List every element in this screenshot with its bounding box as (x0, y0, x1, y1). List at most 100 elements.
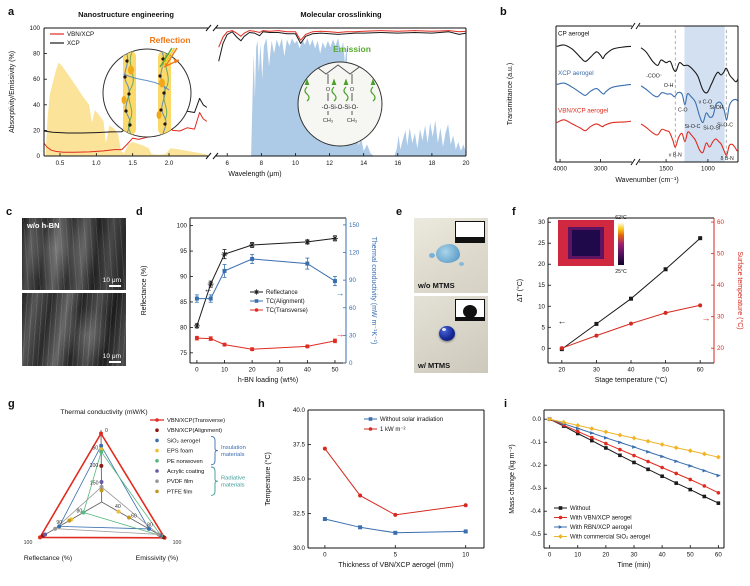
svg-text:Insulation: Insulation (221, 445, 246, 451)
panel-label-g: g (8, 398, 15, 410)
svg-text:1 kW m⁻²: 1 kW m⁻² (380, 427, 406, 433)
panel-g-radar-chart: 0 50 100 150 100 90 80 100 80 60 40 Thermal conduct… (24, 409, 246, 562)
svg-text:30: 30 (276, 367, 283, 374)
svg-text:C-O: C-O (678, 108, 688, 114)
svg-text:50: 50 (717, 251, 724, 258)
bead-droplet (439, 326, 455, 341)
svg-text:Time (min): Time (min) (617, 562, 650, 569)
svg-text:100: 100 (24, 540, 33, 546)
svg-text:2.0: 2.0 (165, 160, 174, 167)
svg-text:1000: 1000 (701, 166, 715, 173)
svg-text:30: 30 (717, 314, 724, 321)
svg-text:TC(Transverse): TC(Transverse) (266, 308, 308, 314)
svg-text:100: 100 (90, 463, 99, 469)
svg-text:CH₃: CH₃ (347, 118, 357, 124)
svg-text:14: 14 (360, 160, 367, 167)
svg-text:materials: materials (221, 452, 245, 458)
svg-text:0: 0 (195, 367, 199, 374)
photo-without-mtms: w/o MTMS (414, 218, 488, 293)
svg-text:Wavelength (μm): Wavelength (μm) (228, 171, 281, 178)
scale-bar: 10 μm (103, 277, 121, 287)
svg-text:150: 150 (90, 481, 99, 487)
svg-text:60: 60 (717, 219, 724, 226)
sem-image-without-hbn: w/o h-BN 10 μm (22, 218, 126, 290)
svg-text:Thermal conductivity (mW m⁻¹K⁻: Thermal conductivity (mW m⁻¹K⁻¹) (370, 237, 377, 345)
svg-text:PE nonwoven: PE nonwoven (167, 459, 203, 465)
svg-text:4000: 4000 (553, 166, 567, 173)
panel-e: e w/o MTMS w/ MTMS (394, 196, 506, 386)
svg-text:Si-OH: Si-OH (709, 105, 723, 111)
svg-text:80: 80 (180, 324, 187, 331)
svg-text:SiO₂ aerogel: SiO₂ aerogel (167, 438, 200, 444)
svg-text:With VBN/XCP aerogel: With VBN/XCP aerogel (570, 516, 632, 522)
svg-text:→: → (336, 288, 345, 298)
svg-text:60: 60 (33, 76, 40, 83)
svg-text:Thickness of VBN/XCP aerogel (: Thickness of VBN/XCP aerogel (mm) (338, 562, 453, 569)
panel-a: a 0.5 1.0 1.5 2.0 6 8 10 12 14 16 18 20 0 20 40 60 80 100… (4, 4, 482, 198)
svg-text:-0.2: -0.2 (530, 462, 541, 469)
svg-text:-0.3: -0.3 (530, 485, 541, 492)
svg-text:With commercial SiO₂ aerogel: With commercial SiO₂ aerogel (570, 535, 650, 541)
svg-text:←: ← (558, 316, 567, 326)
svg-text:0: 0 (105, 428, 108, 434)
svg-text:10: 10 (574, 552, 581, 559)
svg-text:VBN/XCP(Alignment): VBN/XCP(Alignment) (167, 428, 222, 434)
svg-text:0.5: 0.5 (56, 160, 65, 167)
svg-text:Acrylic coating: Acrylic coating (167, 469, 204, 475)
svg-text:3000: 3000 (594, 166, 608, 173)
svg-text:With RBN/XCP aerogel: With RBN/XCP aerogel (570, 525, 632, 531)
svg-text:O: O (350, 87, 355, 93)
panel-h-thickness-chart: 0 5 10 30.0 32.5 35.0 37.5 40.0 Thickness of VBN… (264, 407, 485, 569)
svg-text:Stage temperature (°C): Stage temperature (°C) (595, 376, 667, 384)
svg-text:Reflection: Reflection (149, 35, 190, 45)
svg-text:XCP aerogel: XCP aerogel (558, 70, 594, 77)
svg-text:50: 50 (332, 367, 339, 374)
svg-text:40: 40 (33, 102, 40, 109)
svg-text:50: 50 (662, 367, 669, 374)
panel-label-h: h (258, 398, 265, 410)
panel-label-c: c (6, 206, 13, 218)
svg-text:37.5: 37.5 (293, 442, 306, 449)
svg-text:1500: 1500 (659, 166, 673, 173)
svg-text:Si-O-C: Si-O-C (684, 124, 700, 130)
svg-text:40.0: 40.0 (293, 407, 306, 414)
panel-f-temperature-chart: 20 30 40 50 60 0 5 10 15 20 25 30 20 30 40 50 60 Stage te… (516, 215, 744, 384)
svg-text:8: 8 (260, 160, 264, 167)
svg-text:→: → (702, 313, 711, 323)
scale-bar: 10 μm (103, 353, 121, 363)
svg-text:Radiative: Radiative (221, 476, 245, 482)
svg-text:VBN/XCP aerogel: VBN/XCP aerogel (558, 107, 608, 114)
panel-label-e: e (396, 206, 403, 218)
svg-text:Mass change (kg m⁻²): Mass change (kg m⁻²) (509, 444, 516, 513)
svg-text:30: 30 (593, 367, 600, 374)
panel-f: f 20 30 40 50 60 0 5 10 15 20 25 30 20 30 40 50 60 Stage … (510, 196, 750, 386)
svg-text:85: 85 (180, 299, 187, 306)
svg-text:120: 120 (349, 250, 360, 257)
panel-d-reflectance-tc-chart: 0 10 20 30 40 50 75 80 85 90 95 100 0 30 60 90 120 150 h-B… (141, 217, 377, 384)
svg-text:60: 60 (131, 513, 137, 519)
svg-text:10: 10 (462, 552, 469, 559)
photo-label-without-mtms: w/o MTMS (418, 281, 455, 290)
svg-text:20: 20 (249, 367, 256, 374)
panel-label-b: b (500, 6, 507, 18)
svg-text:40: 40 (717, 282, 724, 289)
svg-text:XCP: XCP (67, 40, 80, 47)
svg-text:1.5: 1.5 (128, 160, 137, 167)
svg-text:Temperature (°C): Temperature (°C) (264, 452, 272, 506)
svg-text:80: 80 (33, 51, 40, 58)
svg-text:VBN/XCP(Transverse): VBN/XCP(Transverse) (167, 418, 225, 424)
panel-label-a: a (8, 6, 15, 18)
svg-text:0.0: 0.0 (532, 416, 541, 423)
svg-text:10: 10 (538, 303, 545, 310)
sem-label-without-hbn: w/o h-BN (27, 221, 60, 230)
svg-text:40: 40 (628, 367, 635, 374)
svg-text:150: 150 (349, 222, 360, 229)
svg-text:60: 60 (715, 552, 722, 559)
svg-text:20: 20 (602, 552, 609, 559)
svg-text:5: 5 (542, 324, 546, 331)
svg-text:Absorptivity/Emissivity (%): Absorptivity/Emissivity (%) (9, 51, 16, 133)
svg-text:0: 0 (542, 345, 546, 352)
svg-text:75: 75 (180, 350, 187, 357)
svg-text:30.0: 30.0 (293, 545, 306, 552)
contact-angle-inset-bead (455, 299, 485, 321)
